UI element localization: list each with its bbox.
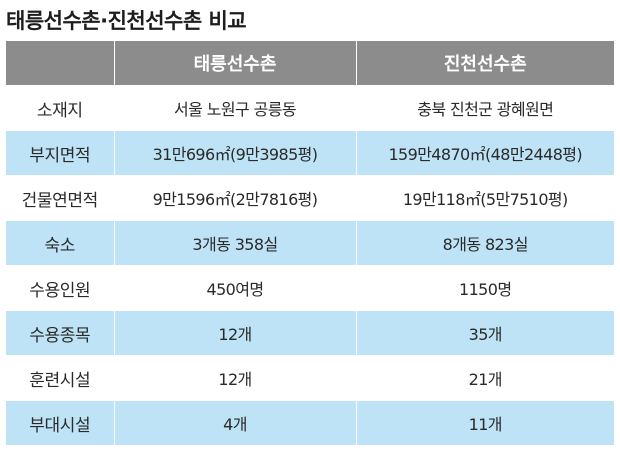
- cell-jincheon: 8개동 823실: [356, 220, 614, 266]
- comparison-table: 태릉선수촌 진천선수촌 소재지 서울 노원구 공릉동 충북 진천군 광혜원면 부…: [6, 41, 614, 445]
- cell-taereung: 450여명: [114, 265, 357, 311]
- table-header-row: 태릉선수촌 진천선수촌: [6, 41, 614, 86]
- cell-jincheon: 21개: [356, 355, 614, 401]
- cell-taereung: 31만696㎡(9만3985평): [114, 130, 357, 176]
- row-label: 숙소: [6, 220, 115, 266]
- table-row-floor-area: 건물연면적 9만1596㎡(2만7816평) 19만118㎡(5만7510평): [6, 175, 614, 221]
- row-label: 수용종목: [6, 310, 115, 356]
- cell-jincheon: 159만4870㎡(48만2448평): [356, 130, 614, 176]
- cell-jincheon: 19만118㎡(5만7510평): [356, 175, 614, 221]
- row-label: 부지면적: [6, 130, 115, 176]
- cell-taereung: 3개동 358실: [114, 220, 357, 266]
- table-row-auxiliary-facilities: 부대시설 4개 11개: [6, 400, 614, 445]
- header-cell-jincheon: 진천선수촌: [356, 41, 614, 86]
- table-row-capacity: 수용인원 450여명 1150명: [6, 265, 614, 311]
- table-row-lodging: 숙소 3개동 358실 8개동 823실: [6, 220, 614, 266]
- header-cell-taereung: 태릉선수촌: [114, 41, 357, 86]
- cell-taereung: 12개: [114, 310, 357, 356]
- cell-jincheon: 1150명: [356, 265, 614, 311]
- cell-jincheon: 35개: [356, 310, 614, 356]
- row-label: 건물연면적: [6, 175, 115, 221]
- row-label: 부대시설: [6, 400, 115, 445]
- cell-taereung: 9만1596㎡(2만7816평): [114, 175, 357, 221]
- table-row-location: 소재지 서울 노원구 공릉동 충북 진천군 광혜원면: [6, 85, 614, 131]
- cell-jincheon: 11개: [356, 400, 614, 445]
- row-label: 소재지: [6, 85, 115, 131]
- page-title: 태릉선수촌·진천선수촌 비교: [6, 9, 247, 33]
- table-row-site-area: 부지면적 31만696㎡(9만3985평) 159만4870㎡(48만2448평…: [6, 130, 614, 176]
- table-row-training-facilities: 훈련시설 12개 21개: [6, 355, 614, 401]
- cell-jincheon: 충북 진천군 광혜원면: [356, 85, 614, 131]
- header-cell-blank: [6, 41, 115, 86]
- table-row-sports: 수용종목 12개 35개: [6, 310, 614, 356]
- row-label: 수용인원: [6, 265, 115, 311]
- cell-taereung: 서울 노원구 공릉동: [114, 85, 357, 131]
- cell-taereung: 12개: [114, 355, 357, 401]
- cell-taereung: 4개: [114, 400, 357, 445]
- row-label: 훈련시설: [6, 355, 115, 401]
